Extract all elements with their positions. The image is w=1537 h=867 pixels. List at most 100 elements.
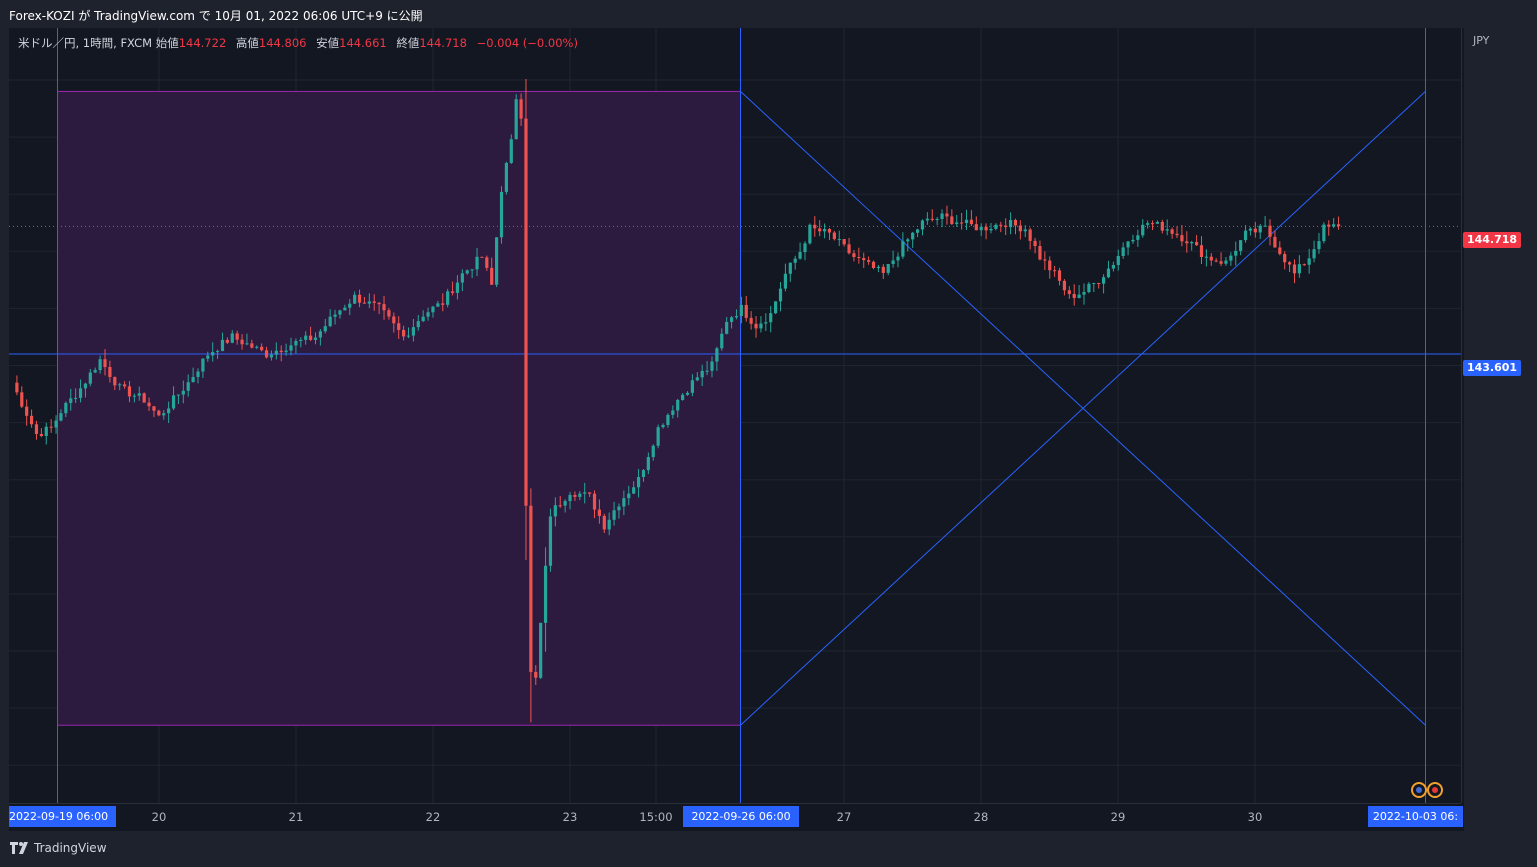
candle (920, 219, 925, 236)
candle (847, 237, 851, 255)
candle (641, 468, 646, 482)
candle-body (529, 505, 533, 672)
candle (651, 444, 655, 461)
candle-body (318, 331, 322, 338)
candle-body (666, 414, 670, 425)
candle (901, 232, 905, 259)
x-tick-label: 22 (426, 810, 441, 824)
candle (671, 405, 675, 419)
candle (1013, 218, 1018, 235)
candle-body (455, 282, 460, 293)
candle-body (857, 257, 861, 259)
candle (925, 212, 929, 225)
candle-body (862, 258, 866, 261)
candle (485, 255, 489, 271)
candle-body (348, 303, 352, 308)
candle-body (1165, 229, 1169, 231)
candle (832, 230, 836, 241)
candle-body (911, 232, 915, 240)
candle-body (1273, 236, 1277, 248)
candle (137, 386, 141, 401)
candle (446, 288, 450, 308)
candle-body (827, 229, 832, 233)
candle (387, 307, 391, 320)
candle (622, 490, 626, 516)
candle-body (206, 355, 210, 359)
candle (416, 315, 420, 331)
candle-body (220, 339, 225, 352)
candle-body (54, 420, 58, 428)
candle (49, 419, 53, 433)
candle-body (1053, 270, 1057, 272)
symbol-legend: 米ドル／円, 1時間, FXCM 始値144.722 高値144.806 安値1… (18, 35, 578, 51)
candle (1141, 219, 1145, 238)
candle (44, 422, 48, 445)
candle-body (260, 346, 264, 351)
candle (25, 399, 29, 426)
candle-body (1332, 224, 1336, 227)
change-value: −0.004 (−0.00%) (476, 36, 578, 50)
candle-body (842, 239, 846, 245)
candle-body (695, 377, 699, 381)
candle (725, 316, 729, 335)
candle (1283, 251, 1287, 270)
candle-body (715, 348, 719, 362)
candle-body (176, 394, 181, 396)
candle (720, 328, 724, 351)
candle-body (617, 506, 621, 511)
high-value: 144.806 (258, 36, 307, 50)
candle (1111, 261, 1115, 272)
candle (162, 410, 166, 420)
candle (1297, 255, 1301, 278)
candle (1239, 240, 1243, 256)
price-chart[interactable]: 140.000140.500141.000141.500142.000142.5… (9, 28, 1464, 831)
candle-body (279, 350, 283, 353)
chart-pane[interactable]: 140.000140.500141.000141.500142.000142.5… (9, 28, 1464, 831)
candle-body (1327, 224, 1331, 227)
candle (318, 328, 322, 346)
candle (127, 380, 132, 403)
candle-body (406, 335, 411, 337)
candle-body (769, 313, 773, 323)
candle (118, 382, 122, 391)
candle (69, 388, 73, 411)
candle-body (362, 302, 367, 304)
candle-body (583, 492, 587, 494)
candle (34, 420, 39, 440)
candle (509, 134, 513, 164)
candle-body (1116, 256, 1120, 265)
candle (441, 293, 445, 312)
candle (1082, 283, 1086, 305)
candle (964, 209, 969, 231)
candle-body (519, 99, 523, 119)
candle-body (539, 622, 543, 678)
candle-body (485, 257, 489, 268)
close-value: 144.718 (419, 36, 467, 50)
candle-body (122, 384, 127, 387)
candle-body (881, 266, 885, 273)
candle (793, 255, 797, 270)
candle (739, 296, 743, 324)
candle-body (984, 226, 988, 231)
candle (142, 392, 146, 403)
candle (1322, 222, 1326, 244)
candle (74, 388, 78, 403)
candle (1004, 218, 1008, 236)
candle-body (215, 351, 220, 353)
candle-body (950, 216, 954, 224)
candle-body (1141, 224, 1145, 236)
candle-body (304, 335, 308, 340)
candle (455, 275, 460, 300)
candle-body (651, 445, 655, 458)
candle (338, 309, 342, 319)
candle (798, 242, 802, 260)
tradingview-brand[interactable]: TradingView (10, 841, 107, 855)
candle-body (1322, 224, 1326, 242)
candle (504, 161, 508, 195)
candle-body (543, 565, 548, 623)
candle-body (250, 343, 254, 348)
candle (553, 497, 557, 527)
candle (568, 491, 572, 510)
candle (465, 269, 469, 275)
candle-body (411, 327, 415, 336)
